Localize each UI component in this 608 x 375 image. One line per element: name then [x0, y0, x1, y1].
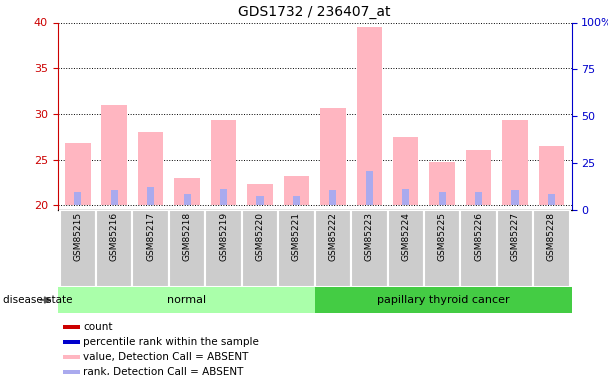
Bar — [211, 120, 237, 206]
Bar — [147, 187, 154, 206]
Bar — [460, 210, 497, 287]
Bar — [111, 190, 118, 206]
Bar — [429, 162, 455, 206]
Text: GSM85217: GSM85217 — [146, 212, 155, 261]
Bar — [315, 210, 351, 287]
Bar — [138, 132, 164, 206]
Text: GSM85215: GSM85215 — [74, 212, 82, 261]
Bar — [315, 287, 572, 313]
Bar — [133, 210, 169, 287]
Bar — [330, 190, 336, 206]
Bar — [63, 370, 80, 374]
Text: GSM85225: GSM85225 — [438, 212, 447, 261]
Bar — [497, 210, 533, 287]
Bar — [351, 210, 387, 287]
Text: GSM85222: GSM85222 — [328, 212, 337, 261]
Bar — [96, 210, 133, 287]
Bar — [438, 192, 446, 206]
Text: GSM85224: GSM85224 — [401, 212, 410, 261]
Bar — [206, 210, 242, 287]
Bar — [278, 210, 315, 287]
Bar — [247, 184, 273, 206]
Text: normal: normal — [167, 295, 206, 305]
Bar — [174, 178, 200, 206]
Bar — [539, 146, 564, 206]
Bar — [63, 340, 80, 344]
Bar — [511, 190, 519, 206]
Bar — [63, 325, 80, 329]
Bar — [242, 210, 278, 287]
Bar — [284, 176, 309, 206]
Bar — [366, 171, 373, 206]
Bar — [65, 143, 91, 206]
Text: disease state: disease state — [3, 295, 72, 305]
Text: GSM85221: GSM85221 — [292, 212, 301, 261]
Bar — [466, 150, 491, 206]
Bar — [63, 355, 80, 359]
Bar — [184, 194, 191, 206]
Bar — [102, 105, 127, 206]
Bar — [387, 210, 424, 287]
Bar — [402, 189, 409, 206]
Text: GSM85226: GSM85226 — [474, 212, 483, 261]
Bar — [257, 196, 263, 206]
Text: GSM85216: GSM85216 — [109, 212, 119, 261]
Bar — [424, 210, 460, 287]
Bar — [356, 27, 382, 206]
Bar — [74, 192, 81, 206]
Bar — [60, 210, 96, 287]
Text: GSM85219: GSM85219 — [219, 212, 228, 261]
Bar — [169, 210, 206, 287]
Title: GDS1732 / 236407_at: GDS1732 / 236407_at — [238, 5, 391, 19]
Text: papillary thyroid cancer: papillary thyroid cancer — [377, 295, 510, 305]
Text: GSM85228: GSM85228 — [547, 212, 556, 261]
Text: GSM85220: GSM85220 — [255, 212, 264, 261]
Text: count: count — [83, 322, 112, 332]
Bar — [293, 196, 300, 206]
Bar — [58, 287, 315, 313]
Bar — [502, 120, 528, 206]
Text: percentile rank within the sample: percentile rank within the sample — [83, 337, 259, 347]
Bar — [393, 137, 418, 206]
Text: GSM85218: GSM85218 — [182, 212, 192, 261]
Bar — [475, 192, 482, 206]
Bar — [320, 108, 345, 206]
Text: value, Detection Call = ABSENT: value, Detection Call = ABSENT — [83, 352, 248, 362]
Bar — [220, 189, 227, 206]
Bar — [548, 194, 555, 206]
Text: GSM85227: GSM85227 — [511, 212, 520, 261]
Text: rank, Detection Call = ABSENT: rank, Detection Call = ABSENT — [83, 367, 243, 375]
Text: GSM85223: GSM85223 — [365, 212, 374, 261]
Bar — [533, 210, 570, 287]
